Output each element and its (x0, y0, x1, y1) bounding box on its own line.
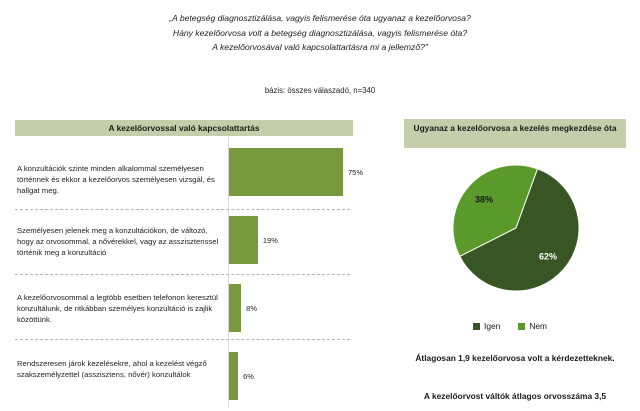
average-note: Átlagosan 1,9 kezelőorvosa volt a kérdez… (415, 353, 615, 363)
legend-label-nem: Nem (529, 321, 547, 331)
bar-4 (229, 352, 239, 400)
pie-legend: Igen Nem (473, 321, 547, 331)
bar-axis-line (228, 136, 229, 408)
legend-swatch-nem (518, 322, 526, 330)
legend-item-nem: Nem (518, 321, 547, 331)
bar-1 (229, 148, 343, 196)
bar-chart-title: A kezelőorvossal való kapcsolattartás (15, 120, 353, 136)
question-3: A kezelőorvosával való kapcsolattartásra… (212, 42, 428, 52)
pie-chart: 38% 62% (452, 164, 580, 292)
legend-swatch-igen (473, 322, 480, 330)
bar-value-label-1: 75% (348, 168, 364, 177)
row-separator-3 (15, 339, 350, 340)
pie-label-igen: 62% (539, 251, 557, 261)
row-separator-1 (15, 209, 350, 210)
bar-category-label-1: A konzultációk szinte minden alkalommal … (17, 164, 215, 195)
basis-note: bázis: összes válaszadó, n=340 (264, 86, 376, 95)
legend-item-igen: Igen (473, 321, 500, 331)
bar-category-label-3: A kezelőorvosommal a legtöbb esetben tel… (17, 293, 218, 324)
bar-category-label-2: Személyesen jelenek meg a konzultációkon… (17, 226, 219, 257)
legend-label-igen: Igen (484, 321, 501, 331)
bar-value-label-4: 6% (243, 372, 254, 381)
bar-category-label-4: Rendszeresen járok kezelésekre, ahol a k… (17, 359, 207, 379)
pie-chart-title: Ugyanaz a kezelőorvosa a kezelés megkezd… (404, 119, 626, 148)
row-separator-2 (15, 274, 350, 275)
pie-label-nem: 38% (475, 195, 493, 205)
question-2: Hány kezelőorvosa volt a betegség diagno… (172, 27, 468, 38)
pie-slice-igen (459, 168, 580, 292)
bar-value-label-2: 19% (262, 236, 278, 245)
pie-slice-nem (452, 164, 539, 258)
bar-value-label-3: 8% (246, 304, 257, 313)
survey-questions: „A betegség diagnosztizálása, vagyis fel… (0, 11, 640, 55)
switchers-note: A kezelőorvost váltók átlagos orvosszáma… (423, 391, 607, 401)
bar-3 (229, 284, 242, 332)
bar-2 (229, 216, 258, 264)
question-1: „A betegség diagnosztizálása, vagyis fel… (169, 13, 471, 23)
